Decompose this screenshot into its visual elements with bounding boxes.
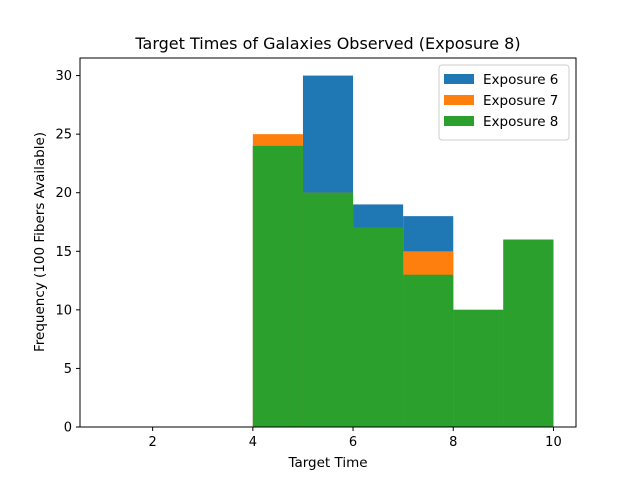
legend: Exposure 6 Exposure 7 Exposure 8 [438, 64, 570, 141]
bar-series3-bin5 [302, 192, 354, 427]
x-tick-label: 10 [545, 435, 562, 450]
y-tick-label: 0 [64, 421, 72, 436]
y-tick-label: 15 [55, 245, 72, 260]
legend-swatch [444, 74, 474, 84]
legend-swatch [444, 95, 474, 105]
bar-series3-bin8 [453, 309, 504, 427]
y-tick-label: 20 [55, 186, 72, 201]
x-ticks: 2 4 6 8 10 [149, 427, 562, 450]
chart-title: Target Times of Galaxies Observed (Expos… [134, 34, 520, 53]
bar-series3-bin4 [252, 145, 303, 427]
x-tick-label: 2 [149, 435, 157, 450]
legend-label: Exposure 8 [483, 114, 558, 130]
y-ticks: 0 5 10 15 20 25 30 [55, 69, 80, 436]
plot-border [79, 57, 577, 428]
x-tick-label: 8 [449, 435, 457, 450]
bar-series3-bin7 [403, 274, 454, 427]
bars-group [252, 75, 554, 428]
bar-series3-bin6 [353, 227, 404, 427]
y-tick-label: 10 [55, 303, 72, 318]
y-tick-label: 30 [55, 69, 72, 84]
legend-swatch [444, 116, 474, 126]
x-tick-label: 4 [249, 435, 257, 450]
y-axis-label: Frequency (100 Fibers Available) [32, 132, 48, 352]
bar-series3-bin9 [503, 239, 554, 427]
x-tick-label: 6 [349, 435, 357, 450]
y-tick-label: 5 [64, 362, 72, 377]
axes-frame [79, 57, 577, 428]
y-tick-label: 25 [55, 128, 72, 143]
legend-label: Exposure 7 [483, 93, 558, 109]
legend-label: Exposure 6 [483, 72, 558, 88]
x-axis-label: Target Time [287, 455, 367, 471]
